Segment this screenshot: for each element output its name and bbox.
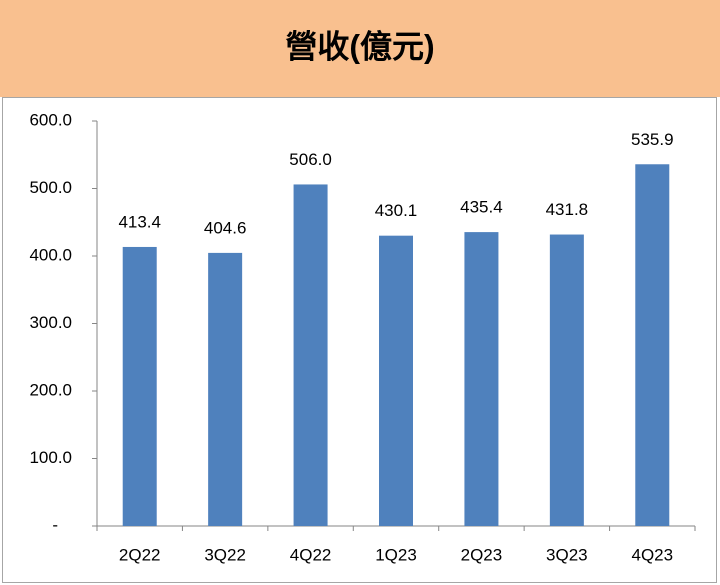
y-tick-label: 100.0	[29, 448, 72, 467]
data-label: 430.1	[375, 201, 418, 220]
y-tick-label: 600.0	[29, 110, 72, 129]
x-tick-label: 3Q23	[546, 545, 588, 564]
bar	[635, 164, 670, 526]
y-tick-label: 400.0	[29, 245, 72, 264]
data-label: 435.4	[460, 198, 503, 217]
y-tick-label: 300.0	[29, 313, 72, 332]
data-label: 404.6	[204, 218, 247, 237]
x-tick-label: 3Q22	[204, 545, 246, 564]
chart-title: 營收(億元)	[285, 28, 434, 64]
data-label: 413.4	[118, 212, 161, 231]
x-tick-label: 4Q23	[631, 545, 673, 564]
bar	[549, 234, 584, 526]
y-tick-label: -	[52, 515, 58, 534]
y-tick-label: 200.0	[29, 380, 72, 399]
bar	[293, 184, 328, 526]
x-tick-label: 4Q22	[290, 545, 332, 564]
title-band	[0, 0, 720, 97]
chart-frame	[2, 97, 717, 583]
bar	[379, 235, 413, 526]
data-label: 431.8	[546, 200, 589, 219]
x-tick-label: 2Q22	[119, 545, 161, 564]
bar	[464, 232, 499, 527]
x-tick-label: 1Q23	[375, 545, 417, 564]
y-tick-label: 500.0	[29, 178, 72, 197]
data-label: 506.0	[289, 150, 332, 169]
data-label: 535.9	[631, 130, 674, 149]
bar	[208, 252, 243, 526]
x-tick-label: 2Q23	[461, 545, 503, 564]
bar	[122, 246, 157, 526]
